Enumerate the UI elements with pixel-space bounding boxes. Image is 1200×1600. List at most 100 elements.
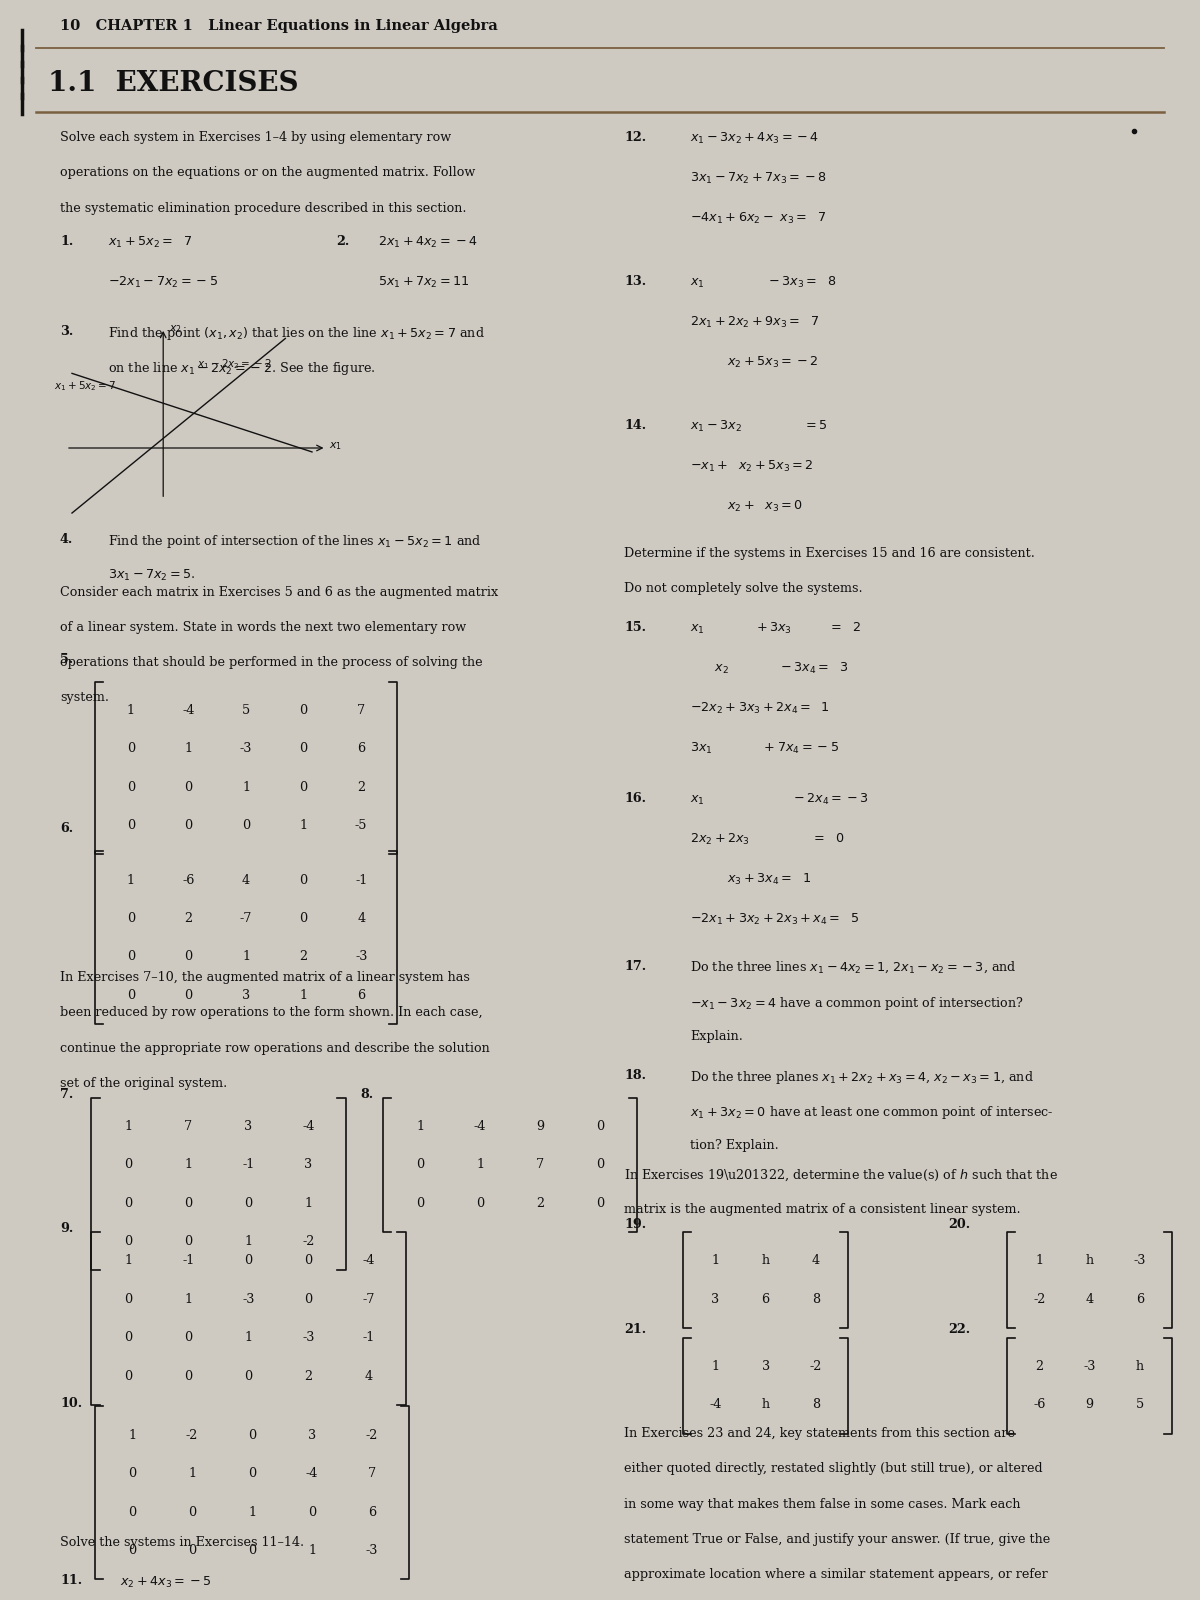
Text: 0: 0 bbox=[188, 1544, 196, 1557]
Text: -2: -2 bbox=[186, 1429, 198, 1442]
Text: $-x_1 + \ \ x_2 + 5x_3 = 2$: $-x_1 + \ \ x_2 + 5x_3 = 2$ bbox=[690, 459, 814, 474]
Text: 0: 0 bbox=[185, 819, 192, 832]
Text: -3: -3 bbox=[366, 1544, 378, 1557]
Text: 0: 0 bbox=[248, 1429, 256, 1442]
Text: $3x_1 - 7x_2 = 5$.: $3x_1 - 7x_2 = 5$. bbox=[108, 568, 196, 582]
Text: 0: 0 bbox=[305, 1254, 312, 1267]
Text: 8: 8 bbox=[812, 1293, 820, 1306]
Text: -6: -6 bbox=[1033, 1398, 1045, 1411]
Text: 3: 3 bbox=[762, 1360, 769, 1373]
Text: $x_1 \qquad\qquad\quad - 3x_3 = \ \ 8$: $x_1 \qquad\qquad\quad - 3x_3 = \ \ 8$ bbox=[690, 275, 836, 290]
Text: 1: 1 bbox=[185, 1293, 192, 1306]
Text: 6: 6 bbox=[1136, 1293, 1144, 1306]
Text: 16.: 16. bbox=[624, 792, 646, 805]
Text: 1: 1 bbox=[242, 781, 250, 794]
Text: 6: 6 bbox=[358, 989, 365, 1002]
Text: 1: 1 bbox=[242, 950, 250, 963]
Text: 4: 4 bbox=[242, 874, 250, 886]
Text: 0: 0 bbox=[128, 1467, 136, 1480]
Text: -3: -3 bbox=[242, 1293, 254, 1306]
Text: 7.: 7. bbox=[60, 1088, 73, 1101]
Text: 2: 2 bbox=[536, 1197, 544, 1210]
Text: 1: 1 bbox=[712, 1360, 719, 1373]
Text: 3.: 3. bbox=[60, 325, 73, 338]
Text: -4: -4 bbox=[474, 1120, 486, 1133]
Text: 0: 0 bbox=[125, 1197, 132, 1210]
Text: 6: 6 bbox=[368, 1506, 376, 1518]
Text: 0: 0 bbox=[128, 1506, 136, 1518]
Text: -2: -2 bbox=[366, 1429, 378, 1442]
Text: the systematic elimination procedure described in this section.: the systematic elimination procedure des… bbox=[60, 202, 467, 214]
Text: 0: 0 bbox=[245, 1254, 252, 1267]
Text: -2: -2 bbox=[1033, 1293, 1045, 1306]
Text: 0: 0 bbox=[185, 950, 192, 963]
Text: $-4x_1 + 6x_2 - \ x_3 = \ \ 7$: $-4x_1 + 6x_2 - \ x_3 = \ \ 7$ bbox=[690, 211, 826, 226]
Text: $-x_1 - 3x_2 = 4$ have a common point of intersection?: $-x_1 - 3x_2 = 4$ have a common point of… bbox=[690, 995, 1024, 1013]
Text: Do not completely solve the systems.: Do not completely solve the systems. bbox=[624, 582, 863, 595]
Text: -4: -4 bbox=[709, 1398, 721, 1411]
Text: set of the original system.: set of the original system. bbox=[60, 1077, 227, 1090]
Text: -4: -4 bbox=[302, 1120, 314, 1133]
Text: -6: -6 bbox=[182, 874, 194, 886]
Text: -3: -3 bbox=[1084, 1360, 1096, 1373]
Text: 1: 1 bbox=[476, 1158, 484, 1171]
Text: In Exercises 23 and 24, key statements from this section are: In Exercises 23 and 24, key statements f… bbox=[624, 1427, 1015, 1440]
Text: 19.: 19. bbox=[624, 1218, 646, 1230]
Text: 1: 1 bbox=[308, 1544, 316, 1557]
Text: 0: 0 bbox=[127, 950, 134, 963]
Text: $3x_1 - 7x_2 + 7x_3 = -8$: $3x_1 - 7x_2 + 7x_3 = -8$ bbox=[690, 171, 827, 186]
Text: 0: 0 bbox=[300, 912, 307, 925]
Text: h: h bbox=[1136, 1360, 1144, 1373]
Text: 1: 1 bbox=[712, 1254, 719, 1267]
Text: matrix is the augmented matrix of a consistent linear system.: matrix is the augmented matrix of a cons… bbox=[624, 1203, 1021, 1216]
Text: 0: 0 bbox=[185, 1197, 192, 1210]
Text: 18.: 18. bbox=[624, 1069, 646, 1082]
Text: 8: 8 bbox=[812, 1398, 820, 1411]
Text: 17.: 17. bbox=[624, 960, 646, 973]
Text: 0: 0 bbox=[245, 1370, 252, 1382]
Text: 0: 0 bbox=[416, 1158, 424, 1171]
Text: -7: -7 bbox=[362, 1293, 374, 1306]
Text: $x_1-2x_2=-2$: $x_1-2x_2=-2$ bbox=[197, 357, 271, 371]
Text: $x_1 - 3x_2 \qquad\qquad\quad = 5$: $x_1 - 3x_2 \qquad\qquad\quad = 5$ bbox=[690, 419, 828, 434]
Text: 1.1  EXERCISES: 1.1 EXERCISES bbox=[48, 70, 299, 98]
Text: 0: 0 bbox=[300, 874, 307, 886]
Text: 2: 2 bbox=[305, 1370, 312, 1382]
Text: 0: 0 bbox=[300, 781, 307, 794]
Text: $x_1 + 5x_2 = \ \ 7$: $x_1 + 5x_2 = \ \ 7$ bbox=[108, 235, 192, 250]
Text: h: h bbox=[762, 1254, 769, 1267]
Text: 10   CHAPTER 1   Linear Equations in Linear Algebra: 10 CHAPTER 1 Linear Equations in Linear … bbox=[60, 19, 498, 34]
Text: 0: 0 bbox=[127, 742, 134, 755]
Text: 20.: 20. bbox=[948, 1218, 970, 1230]
Text: 0: 0 bbox=[125, 1158, 132, 1171]
Text: 1: 1 bbox=[248, 1506, 256, 1518]
Text: $2x_1 + 4x_2 = -4$: $2x_1 + 4x_2 = -4$ bbox=[378, 235, 478, 250]
Text: 1: 1 bbox=[1036, 1254, 1043, 1267]
Text: $-2x_1 - 7x_2 = -5$: $-2x_1 - 7x_2 = -5$ bbox=[108, 275, 218, 290]
Text: $x_2$: $x_2$ bbox=[169, 323, 182, 334]
Text: 4: 4 bbox=[365, 1370, 372, 1382]
Text: continue the appropriate row operations and describe the solution: continue the appropriate row operations … bbox=[60, 1042, 490, 1054]
Text: 1: 1 bbox=[245, 1235, 252, 1248]
Text: 2: 2 bbox=[185, 912, 192, 925]
Text: 0: 0 bbox=[416, 1197, 424, 1210]
Text: 5: 5 bbox=[1136, 1398, 1144, 1411]
Text: Determine if the systems in Exercises 15 and 16 are consistent.: Determine if the systems in Exercises 15… bbox=[624, 547, 1034, 560]
Text: 1: 1 bbox=[300, 989, 307, 1002]
Text: 0: 0 bbox=[127, 989, 134, 1002]
Text: 0: 0 bbox=[596, 1158, 604, 1171]
Text: 0: 0 bbox=[596, 1197, 604, 1210]
Text: 3: 3 bbox=[712, 1293, 719, 1306]
Text: $x_2 + 4x_3 = -5$: $x_2 + 4x_3 = -5$ bbox=[120, 1574, 211, 1589]
Text: $2x_1 + 2x_2 + 9x_3 = \ \ 7$: $2x_1 + 2x_2 + 9x_3 = \ \ 7$ bbox=[690, 315, 820, 330]
Text: 1: 1 bbox=[305, 1197, 312, 1210]
Text: 7: 7 bbox=[185, 1120, 192, 1133]
Text: 3: 3 bbox=[308, 1429, 316, 1442]
Text: 0: 0 bbox=[185, 1331, 192, 1344]
Text: 0: 0 bbox=[127, 781, 134, 794]
Text: h: h bbox=[762, 1398, 769, 1411]
Text: $x_1 \qquad\qquad + 3x_3 \qquad\quad = \ \ 2$: $x_1 \qquad\qquad + 3x_3 \qquad\quad = \… bbox=[690, 621, 860, 635]
Text: -5: -5 bbox=[355, 819, 367, 832]
Text: Find the point $(x_1, x_2)$ that lies on the line $x_1 + 5x_2 = 7$ and: Find the point $(x_1, x_2)$ that lies on… bbox=[108, 325, 485, 342]
Text: In Exercises 7–10, the augmented matrix of a linear system has: In Exercises 7–10, the augmented matrix … bbox=[60, 971, 470, 984]
